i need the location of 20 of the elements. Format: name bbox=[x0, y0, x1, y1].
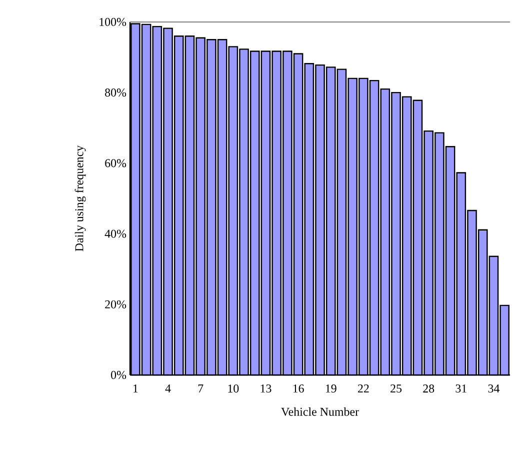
x-tick-label: 19 bbox=[326, 384, 336, 393]
y-tick-label: 40% bbox=[104, 230, 126, 238]
y-tick-label: 100% bbox=[100, 18, 126, 26]
x-tick-label: 22 bbox=[358, 384, 369, 392]
x-tick-label: 16 bbox=[293, 384, 304, 393]
x-tick-label: 1 bbox=[133, 384, 138, 392]
y-tick-label: 20% bbox=[105, 300, 126, 308]
x-tick-label: 10 bbox=[228, 384, 239, 393]
x-tick-label: 13 bbox=[260, 384, 272, 393]
y-axis-title: Daily using frequency bbox=[74, 145, 86, 252]
x-tick-label: 34 bbox=[488, 384, 500, 393]
y-tick-label: 60% bbox=[105, 159, 126, 168]
x-tick-label: 28 bbox=[423, 384, 434, 393]
y-tick-label: 0% bbox=[111, 370, 126, 380]
x-tick-label: 31 bbox=[456, 384, 466, 393]
x-tick-label: 25 bbox=[390, 384, 402, 393]
x-tick-label: 4 bbox=[165, 384, 171, 392]
x-tick-label: 7 bbox=[198, 384, 204, 392]
x-axis-title: Vehicle Number bbox=[281, 407, 359, 416]
y-tick-label: 80% bbox=[105, 88, 126, 97]
